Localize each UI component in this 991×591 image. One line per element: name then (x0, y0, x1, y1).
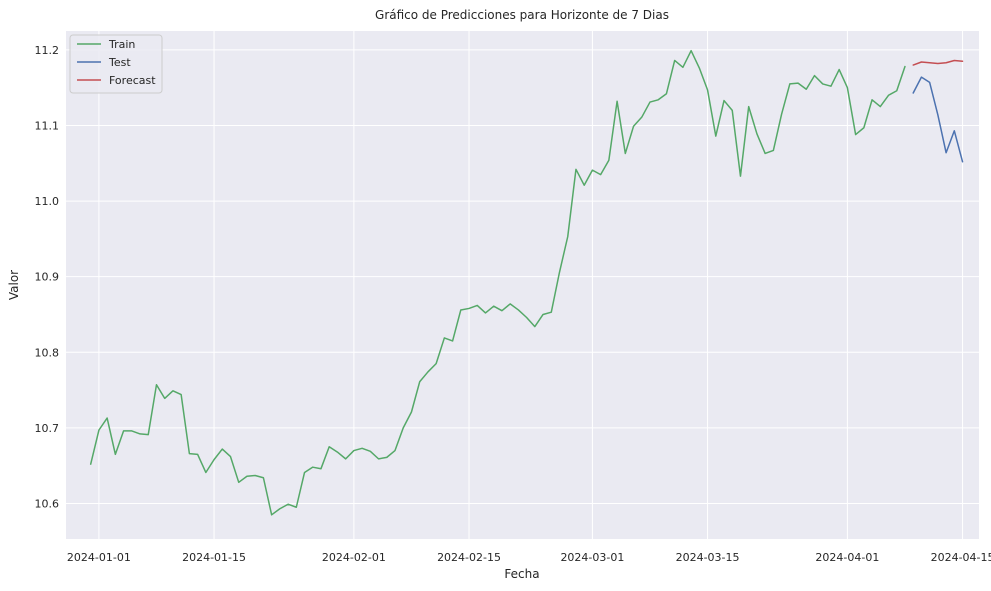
series-line-test (912, 76, 964, 163)
legend: Train Test Forecast (69, 34, 163, 94)
series-line-train (89, 49, 906, 516)
x-tick-label: 2024-01-01 (67, 551, 131, 564)
legend-box (69, 34, 163, 94)
y-tick-label: 11.0 (35, 195, 60, 208)
x-tick-label: 2024-02-01 (322, 551, 386, 564)
x-axis-title: Fecha (504, 567, 539, 581)
y-tick-label: 10.8 (35, 346, 60, 359)
plot-area (66, 31, 979, 539)
grid-lines (66, 31, 979, 539)
x-axis: 2024-01-01 2024-01-15 2024-02-01 2024-02-15… (67, 551, 991, 564)
series-line-forecast (912, 59, 964, 66)
legend-label-test: Test (108, 56, 131, 69)
x-tick-label: 2024-03-15 (676, 551, 740, 564)
legend-label-forecast: Forecast (109, 74, 156, 87)
x-tick-label: 2024-02-15 (437, 551, 501, 564)
series-layer (89, 49, 964, 516)
x-tick-label: 2024-04-01 (815, 551, 879, 564)
y-tick-label: 10.6 (35, 497, 60, 510)
x-tick-label: 2024-01-15 (182, 551, 246, 564)
y-tick-label: 10.9 (35, 271, 60, 284)
y-tick-label: 10.7 (35, 422, 60, 435)
y-tick-label: 11.1 (35, 119, 60, 132)
chart-title: Gráfico de Predicciones para Horizonte d… (375, 8, 669, 22)
x-tick-label: 2024-04-15 (931, 551, 991, 564)
y-axis: 10.6 10.7 10.8 10.9 11.0 11.1 11.2 (35, 44, 60, 511)
y-tick-label: 11.2 (35, 44, 60, 57)
x-tick-label: 2024-03-01 (560, 551, 624, 564)
legend-label-train: Train (108, 38, 135, 51)
y-axis-title: Valor (7, 270, 21, 300)
